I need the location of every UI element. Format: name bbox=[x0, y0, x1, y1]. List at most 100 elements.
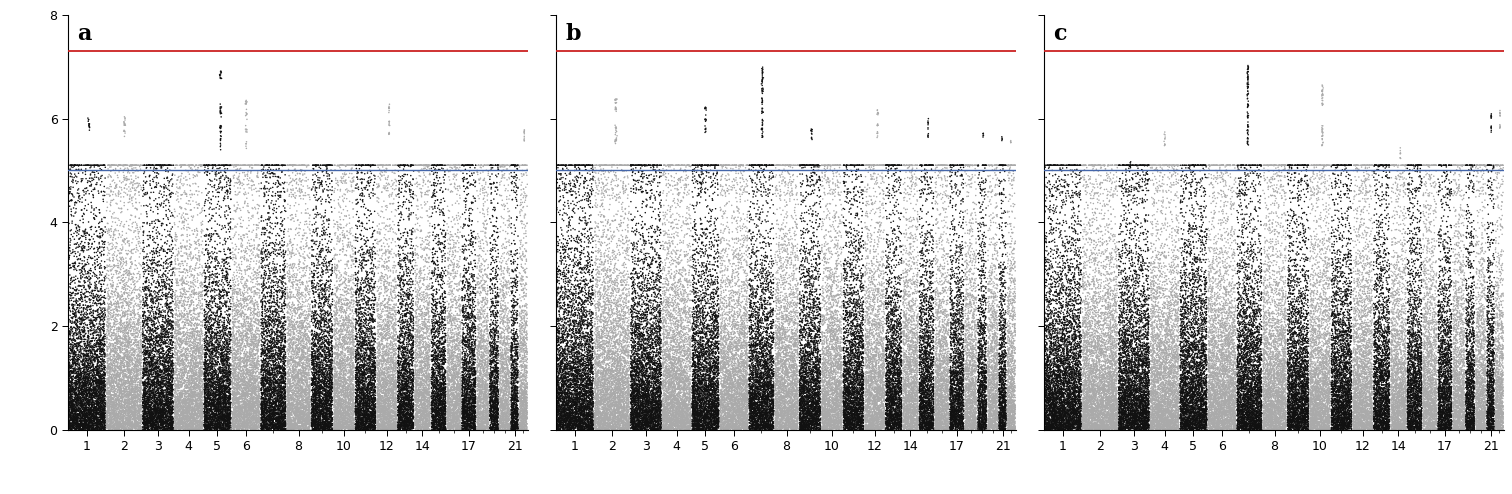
Point bbox=[866, 290, 891, 298]
Point bbox=[349, 342, 373, 350]
Point bbox=[1102, 415, 1126, 423]
Point bbox=[1467, 411, 1491, 418]
Point bbox=[443, 162, 467, 169]
Point bbox=[395, 339, 419, 347]
Point bbox=[1473, 398, 1497, 406]
Point bbox=[136, 400, 160, 408]
Point bbox=[311, 306, 336, 314]
Point bbox=[1396, 340, 1420, 348]
Point bbox=[823, 407, 847, 415]
Point bbox=[455, 422, 479, 430]
Point bbox=[765, 280, 789, 288]
Point bbox=[1207, 332, 1231, 340]
Point bbox=[448, 338, 472, 346]
Point bbox=[1096, 410, 1120, 417]
Point bbox=[1264, 353, 1288, 361]
Point bbox=[683, 411, 708, 419]
Point bbox=[1380, 414, 1405, 422]
Point bbox=[999, 390, 1024, 398]
Point bbox=[1173, 291, 1198, 299]
Point bbox=[1237, 409, 1261, 416]
Point bbox=[83, 371, 107, 379]
Point bbox=[1145, 230, 1169, 238]
Point bbox=[895, 326, 919, 333]
Point bbox=[581, 343, 605, 351]
Point bbox=[603, 413, 627, 421]
Point bbox=[826, 351, 850, 359]
Point bbox=[308, 343, 333, 351]
Point bbox=[414, 358, 438, 366]
Point bbox=[1267, 366, 1291, 374]
Point bbox=[308, 397, 333, 405]
Point bbox=[906, 422, 930, 430]
Point bbox=[845, 412, 869, 420]
Point bbox=[1328, 328, 1352, 336]
Point bbox=[372, 342, 396, 350]
Point bbox=[1125, 407, 1149, 414]
Point bbox=[1482, 415, 1506, 423]
Point bbox=[909, 401, 933, 409]
Point bbox=[1362, 418, 1387, 426]
Point bbox=[494, 200, 519, 207]
Point bbox=[1346, 382, 1370, 390]
Point bbox=[1470, 408, 1494, 416]
Point bbox=[578, 397, 602, 405]
Point bbox=[70, 392, 94, 400]
Point bbox=[816, 274, 841, 282]
Point bbox=[1178, 411, 1202, 418]
Point bbox=[194, 425, 218, 433]
Point bbox=[1489, 309, 1512, 317]
Point bbox=[349, 418, 373, 426]
Point bbox=[118, 303, 142, 311]
Point bbox=[216, 389, 240, 397]
Point bbox=[682, 423, 706, 431]
Point bbox=[487, 344, 511, 352]
Point bbox=[1205, 424, 1229, 432]
Point bbox=[88, 395, 112, 403]
Point bbox=[91, 361, 115, 369]
Point bbox=[677, 388, 702, 396]
Point bbox=[652, 412, 676, 420]
Point bbox=[859, 385, 883, 393]
Point bbox=[1332, 415, 1356, 423]
Point bbox=[768, 351, 792, 359]
Point bbox=[1390, 268, 1414, 276]
Point bbox=[1074, 373, 1098, 381]
Point bbox=[1237, 401, 1261, 409]
Point bbox=[934, 416, 959, 424]
Point bbox=[363, 416, 387, 424]
Point bbox=[1134, 308, 1158, 316]
Point bbox=[340, 397, 364, 405]
Point bbox=[138, 385, 162, 393]
Point bbox=[392, 398, 416, 406]
Point bbox=[845, 374, 869, 382]
Point bbox=[1104, 377, 1128, 385]
Point bbox=[302, 178, 327, 186]
Point bbox=[135, 411, 159, 419]
Point bbox=[576, 397, 600, 405]
Point bbox=[395, 305, 419, 313]
Point bbox=[680, 334, 705, 342]
Point bbox=[277, 314, 301, 322]
Point bbox=[328, 382, 352, 390]
Point bbox=[1169, 332, 1193, 340]
Point bbox=[685, 366, 709, 373]
Point bbox=[1060, 224, 1084, 232]
Point bbox=[606, 361, 631, 369]
Point bbox=[118, 353, 142, 361]
Point bbox=[355, 355, 380, 363]
Point bbox=[144, 324, 168, 332]
Point bbox=[357, 423, 381, 431]
Point bbox=[588, 393, 612, 401]
Point bbox=[761, 402, 785, 410]
Point bbox=[875, 393, 900, 401]
Point bbox=[605, 398, 629, 406]
Point bbox=[1376, 331, 1400, 339]
Point bbox=[1114, 412, 1139, 420]
Point bbox=[1412, 310, 1436, 318]
Point bbox=[990, 353, 1015, 361]
Point bbox=[225, 417, 249, 425]
Point bbox=[696, 225, 720, 233]
Point bbox=[1459, 414, 1483, 422]
Point bbox=[1232, 383, 1256, 391]
